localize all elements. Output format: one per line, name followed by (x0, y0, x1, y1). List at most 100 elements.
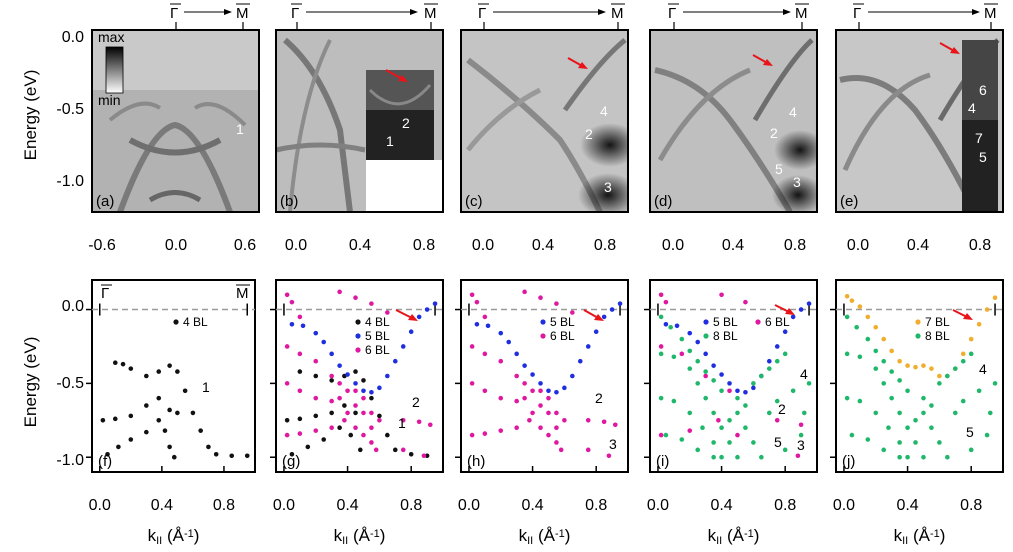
panel-i-band-2: 2 (778, 401, 786, 417)
point-i-5bl-1 (674, 323, 680, 329)
point-g-6bl-25 (337, 395, 342, 401)
red-arrow-d (752, 54, 773, 66)
point-h-6bl-17 (469, 432, 475, 438)
point-h-5bl-4 (514, 351, 519, 357)
point-i-5bl-6 (719, 372, 724, 377)
point-g-6bl-35 (421, 453, 427, 459)
legend-marker-g-2 (355, 347, 361, 353)
point-i-6bl-14 (743, 299, 748, 305)
point-g-6bl-23 (361, 432, 366, 438)
panel-i-band-5: 5 (774, 434, 782, 450)
point-i-5bl-10 (751, 385, 756, 391)
point-j-8bl-13 (968, 351, 974, 357)
point-g-5bl-11 (385, 373, 390, 379)
panel-c-label: (c) (465, 193, 483, 210)
point-g-6bl-5 (313, 358, 319, 364)
point-j-8bl-8 (921, 395, 926, 401)
point-h-6bl-26 (530, 410, 535, 416)
xlabel-f: kII (Å-1) (148, 526, 200, 547)
point-i-5bl-17 (806, 301, 812, 306)
point-g-6bl-38 (369, 301, 374, 306)
point-g-6bl-26 (345, 410, 350, 416)
point-h-6bl-39 (570, 310, 575, 315)
point-j-8bl-9 (937, 381, 942, 386)
point-j-7bl-4 (873, 324, 879, 330)
point-i-8bl-12 (774, 358, 780, 364)
panel-c-band-3: 3 (604, 179, 612, 195)
point-i-6bl-7 (687, 428, 693, 433)
point-j-8bl-22 (921, 454, 926, 460)
point-h-5bl-15 (601, 314, 607, 320)
panel-h-frame (460, 279, 629, 473)
legend-marker-g-1 (355, 333, 361, 339)
point-f-4bl-17 (144, 403, 149, 408)
point-g-4bl-7 (377, 413, 382, 419)
point-j-8bl-17 (881, 381, 887, 386)
panel-d-band-4: 4 (789, 104, 797, 120)
point-g-4bl-21 (337, 425, 342, 430)
point-f-4bl-21 (116, 444, 121, 450)
xtick-label-h-1: 0.4 (521, 497, 543, 514)
point-i-8bl-6 (711, 378, 716, 383)
point-j-8bl-24 (857, 398, 863, 404)
point-h-6bl-20 (514, 425, 519, 430)
point-i-8bl-9 (751, 381, 756, 386)
point-f-4bl-23 (144, 429, 149, 435)
point-h-5bl-11 (570, 373, 575, 379)
point-j-7bl-18 (984, 307, 990, 312)
point-h-5bl-5 (522, 363, 527, 368)
point-g-6bl-16 (377, 418, 382, 423)
point-j-7bl-5 (881, 336, 887, 342)
point-h-6bl-18 (482, 431, 488, 436)
point-h-6bl-28 (546, 410, 551, 416)
point-j-8bl-30 (921, 410, 926, 416)
point-i-8bl-3 (687, 348, 693, 354)
colorbar (105, 46, 124, 94)
point-f-4bl-6 (175, 369, 180, 374)
point-g-5bl-12 (392, 358, 398, 364)
xlabel-j: kII (Å-1) (894, 526, 946, 547)
point-j-8bl-28 (905, 454, 910, 460)
point-j-8bl-31 (929, 425, 934, 430)
point-i-6bl-1 (663, 299, 669, 305)
gamma-m-marker-b: Γ M (291, 3, 438, 30)
point-j-7bl-2 (857, 304, 863, 309)
legend-label-g-0: 4 BL (365, 315, 390, 329)
panel-f-band-1: 1 (202, 379, 210, 395)
point-f-4bl-3 (144, 373, 149, 379)
d-xtick-1: 0.4 (722, 237, 744, 254)
xtick-label-h-0: 0.0 (458, 497, 480, 514)
point-j-7bl-12 (937, 373, 942, 379)
point-j-7bl-0 (844, 293, 850, 299)
point-g-5bl-10 (377, 385, 382, 391)
point-i-8bl-28 (719, 454, 724, 460)
legend-marker-i-1 (755, 319, 761, 325)
point-h-6bl-37 (538, 295, 543, 301)
panel-g-frame (275, 279, 444, 473)
point-g-6bl-14 (361, 395, 366, 401)
point-j-8bl-38 (897, 454, 902, 460)
point-i-5bl-9 (743, 389, 748, 395)
xtick-label-f-0: 0.0 (89, 497, 111, 514)
point-f-4bl-8 (190, 410, 196, 416)
point-i-8bl-23 (658, 395, 664, 401)
point-j-8bl-20 (905, 425, 910, 430)
legend-marker-j-1 (915, 333, 921, 339)
point-j-7bl-15 (960, 351, 966, 357)
point-j-8bl-41 (976, 388, 982, 394)
point-i-8bl-40 (774, 398, 780, 404)
gamma-m-marker-a: Γ M (170, 3, 250, 30)
point-g-4bl-4 (353, 369, 358, 374)
point-j-7bl-3 (865, 314, 871, 320)
point-h-5bl-10 (562, 385, 567, 391)
point-h-5bl-13 (585, 344, 591, 349)
point-g-4bl-17 (353, 410, 358, 416)
point-h-6bl-6 (514, 373, 519, 379)
point-g-4bl-10 (408, 451, 414, 457)
point-i-8bl-25 (687, 410, 693, 416)
point-g-6bl-24 (369, 440, 374, 445)
panel-b-label: (b) (280, 193, 298, 210)
legend-label-h-0: 5 BL (550, 315, 575, 329)
point-g-6bl-28 (361, 410, 366, 416)
point-h-6bl-8 (538, 388, 543, 394)
